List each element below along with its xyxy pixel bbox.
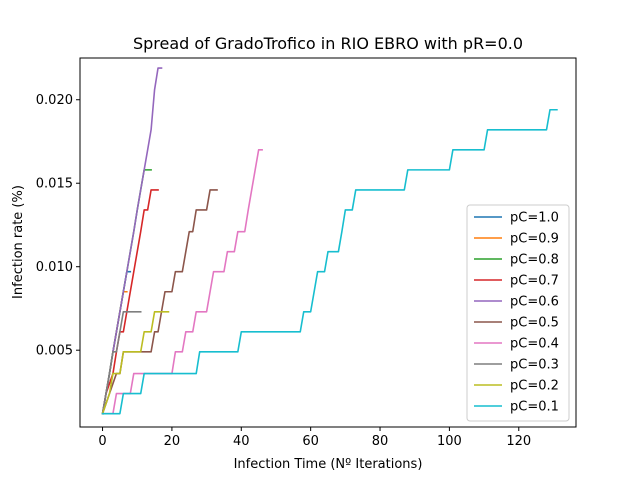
plot-frame	[79, 57, 577, 428]
x-tick-label: 100	[437, 434, 462, 449]
series-line-3	[101, 189, 159, 415]
x-tick-label: 40	[233, 434, 250, 449]
series-line-8	[101, 310, 170, 415]
x-tick-label: 20	[164, 434, 181, 449]
series-line-7	[101, 310, 142, 415]
y-axis-ticks: 0.005 0.010 0.015 0.020	[36, 93, 80, 359]
y-tick-label: 0.005	[36, 344, 73, 359]
y-tick-label: 0.010	[36, 260, 73, 275]
x-tick-label: 60	[302, 434, 319, 449]
series-line-6	[101, 149, 263, 415]
legend-label-7: pC=0.3	[510, 358, 559, 373]
x-tick-label: 120	[506, 434, 531, 449]
legend-label-3: pC=0.7	[510, 274, 559, 289]
x-axis-ticks: 0 20 40 60 80 100 120	[98, 427, 531, 449]
legend-label-1: pC=0.9	[510, 232, 559, 247]
chart-title: Spread of GradoTrofico in RIO EBRO with …	[133, 34, 523, 53]
legend-label-2: pC=0.8	[510, 253, 559, 268]
y-tick-label: 0.015	[36, 177, 73, 192]
x-tick-label: 0	[98, 434, 106, 449]
series-lines	[101, 67, 558, 415]
legend-label-0: pC=1.0	[510, 211, 559, 226]
legend: pC=1.0 pC=0.9 pC=0.8 pC=0.7 pC=0.6 pC=0.5 pC=0…	[466, 204, 570, 422]
x-axis-label: Infection Time (Nº Iterations)	[234, 457, 423, 472]
y-tick-label: 0.020	[36, 93, 73, 108]
legend-label-6: pC=0.4	[510, 337, 559, 352]
legend-label-9: pC=0.1	[510, 400, 559, 415]
legend-label-5: pC=0.5	[510, 316, 559, 331]
y-axis-label: Infection rate (%)	[11, 185, 26, 299]
series-line-9	[101, 108, 558, 415]
legend-label-4: pC=0.6	[510, 295, 559, 310]
legend-label-8: pC=0.2	[510, 379, 559, 394]
x-tick-label: 80	[372, 434, 389, 449]
